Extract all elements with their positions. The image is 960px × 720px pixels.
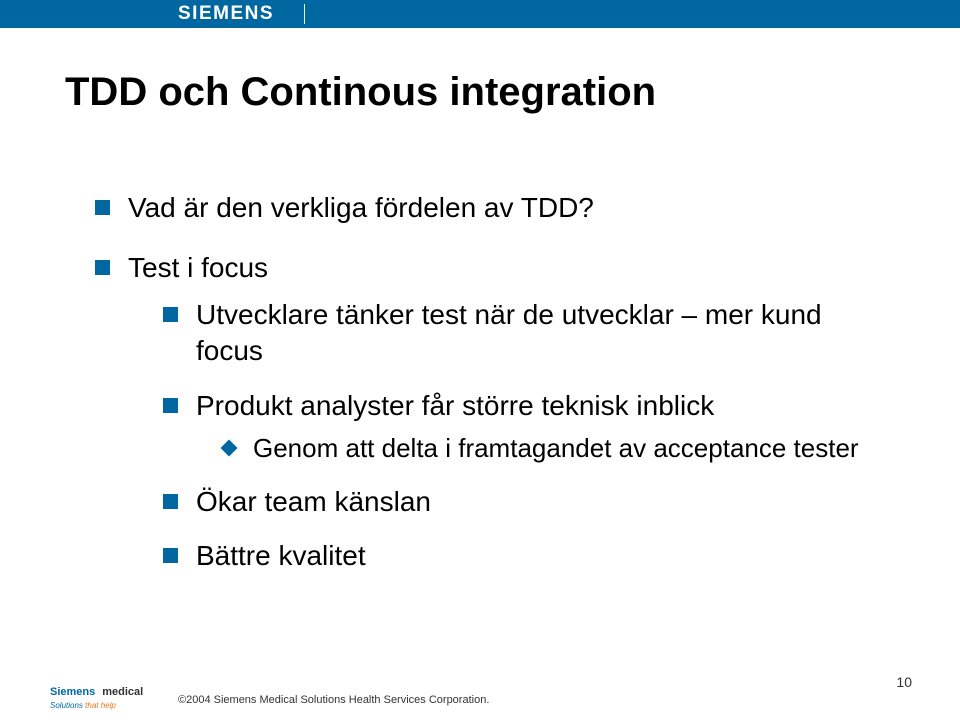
footer: Siemens medical Solutions that help ©200… <box>0 652 960 720</box>
footer-tagline: Solutions that help <box>50 701 116 710</box>
square-bullet-icon <box>163 307 178 322</box>
diamond-bullet-icon <box>221 439 238 456</box>
square-bullet-icon <box>95 200 110 215</box>
slide: SIEMENS TDD och Continous integration Va… <box>0 0 960 720</box>
list-item: Produkt analyster får större teknisk inb… <box>163 388 895 424</box>
sub-sub-list: Genom att delta i framtagandet av accept… <box>223 432 895 466</box>
list-item: Genom att delta i framtagandet av accept… <box>223 432 895 466</box>
list-item-text: Bättre kvalitet <box>196 538 366 574</box>
square-bullet-icon <box>163 548 178 563</box>
header-inner: SIEMENS <box>178 0 960 28</box>
page-number: 10 <box>896 674 912 690</box>
footer-tagline-a: Solutions <box>50 701 83 710</box>
list-item: Ökar team känslan <box>163 484 895 520</box>
page-title: TDD och Continous integration <box>65 70 656 115</box>
copyright-text: ©2004 Siemens Medical Solutions Health S… <box>178 694 489 706</box>
list-item: Utvecklare tänker test när de utvecklar … <box>163 297 895 370</box>
footer-logo-word: medical <box>102 687 143 698</box>
header-divider <box>304 4 305 24</box>
list-item-text: Ökar team känslan <box>196 484 431 520</box>
footer-logo: Siemens medical <box>50 687 143 698</box>
brand-logo: SIEMENS <box>178 3 274 25</box>
list-item: Vad är den verkliga fördelen av TDD? <box>95 190 895 226</box>
list-item-text: Test i focus <box>128 250 268 286</box>
list-item-text: Produkt analyster får större teknisk inb… <box>196 388 714 424</box>
list-item: Bättre kvalitet <box>163 538 895 574</box>
list-item-text: Vad är den verkliga fördelen av TDD? <box>128 190 594 226</box>
footer-tagline-b: that help <box>85 701 116 710</box>
list-item: Test i focus <box>95 250 895 286</box>
square-bullet-icon <box>163 398 178 413</box>
square-bullet-icon <box>95 260 110 275</box>
sub-list: Utvecklare tänker test när de utvecklar … <box>163 297 895 575</box>
square-bullet-icon <box>163 494 178 509</box>
footer-logo-word: Siemens <box>50 687 95 698</box>
list-item-text: Utvecklare tänker test när de utvecklar … <box>196 297 895 370</box>
bullet-list: Vad är den verkliga fördelen av TDD? Tes… <box>95 190 895 597</box>
list-item-text: Genom att delta i framtagandet av accept… <box>253 432 859 466</box>
